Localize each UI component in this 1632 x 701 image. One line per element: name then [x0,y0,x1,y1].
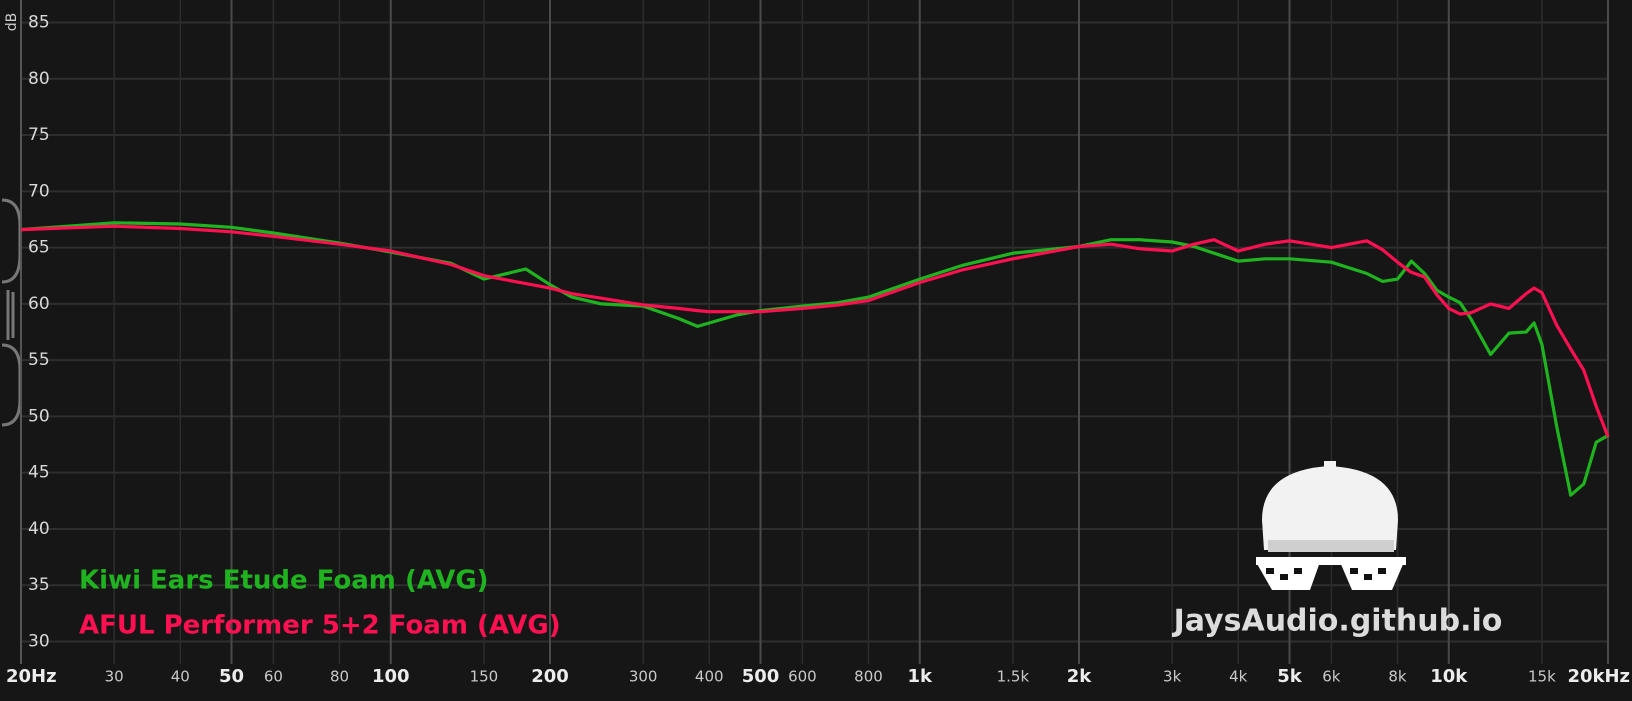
legend-entry: AFUL Performer 5+2 Foam (AVG) [79,611,561,641]
y-tick-label: 80 [28,69,50,89]
x-tick-label: 200 [531,666,569,687]
x-tick-label: 50 [219,666,244,687]
x-tick-label: 3k [1163,668,1182,686]
x-tick-label: 800 [854,668,883,686]
x-tick-label: 300 [629,668,658,686]
x-tick-label: 8k [1388,668,1407,686]
x-tick-label: 20kHz [1567,666,1630,687]
watermark: JaysAudio.github.io [1172,604,1503,639]
x-tick-label: 1.5k [997,668,1030,686]
y-tick-label: 75 [28,125,50,145]
x-tick-label: 400 [695,668,724,686]
legend-entry: Kiwi Ears Etude Foam (AVG) [79,566,489,596]
watermark-logo [1256,461,1406,590]
y-tick-label: 70 [28,181,50,201]
x-tick-label: 30 [105,668,124,686]
y-tick-label: 50 [28,406,50,426]
x-tick-label: 100 [372,666,410,687]
x-tick-label: 500 [742,666,780,687]
y-tick-label: 65 [28,238,50,258]
y-tick-label: 45 [28,463,50,483]
y-tick-label: 40 [28,519,50,539]
x-tick-label: 20Hz [6,666,57,687]
x-tick-label: 1k [908,666,934,687]
x-tick-label: 150 [470,668,499,686]
x-tick-label: 2k [1067,666,1093,687]
x-tick-label: 10k [1430,666,1468,687]
y-tick-label: 35 [28,575,50,595]
x-tick-label: 40 [171,668,190,686]
y-tick-label: 55 [28,350,50,370]
x-tick-label: 15k [1528,668,1556,686]
x-tick-label: 5k [1277,666,1303,687]
frequency-response-line [20,221,1609,497]
y-tick-label: 85 [28,13,50,33]
x-tick-label: 4k [1229,668,1248,686]
y-tick-label: 60 [28,294,50,314]
x-tick-label: 6k [1322,668,1341,686]
y-axis-label: dB [4,13,20,32]
x-tick-label: 80 [330,668,349,686]
y-tick-label: 30 [28,631,50,651]
x-tick-label: 60 [264,668,283,686]
frequency-response-line [20,224,1610,438]
x-tick-label: 600 [788,668,817,686]
